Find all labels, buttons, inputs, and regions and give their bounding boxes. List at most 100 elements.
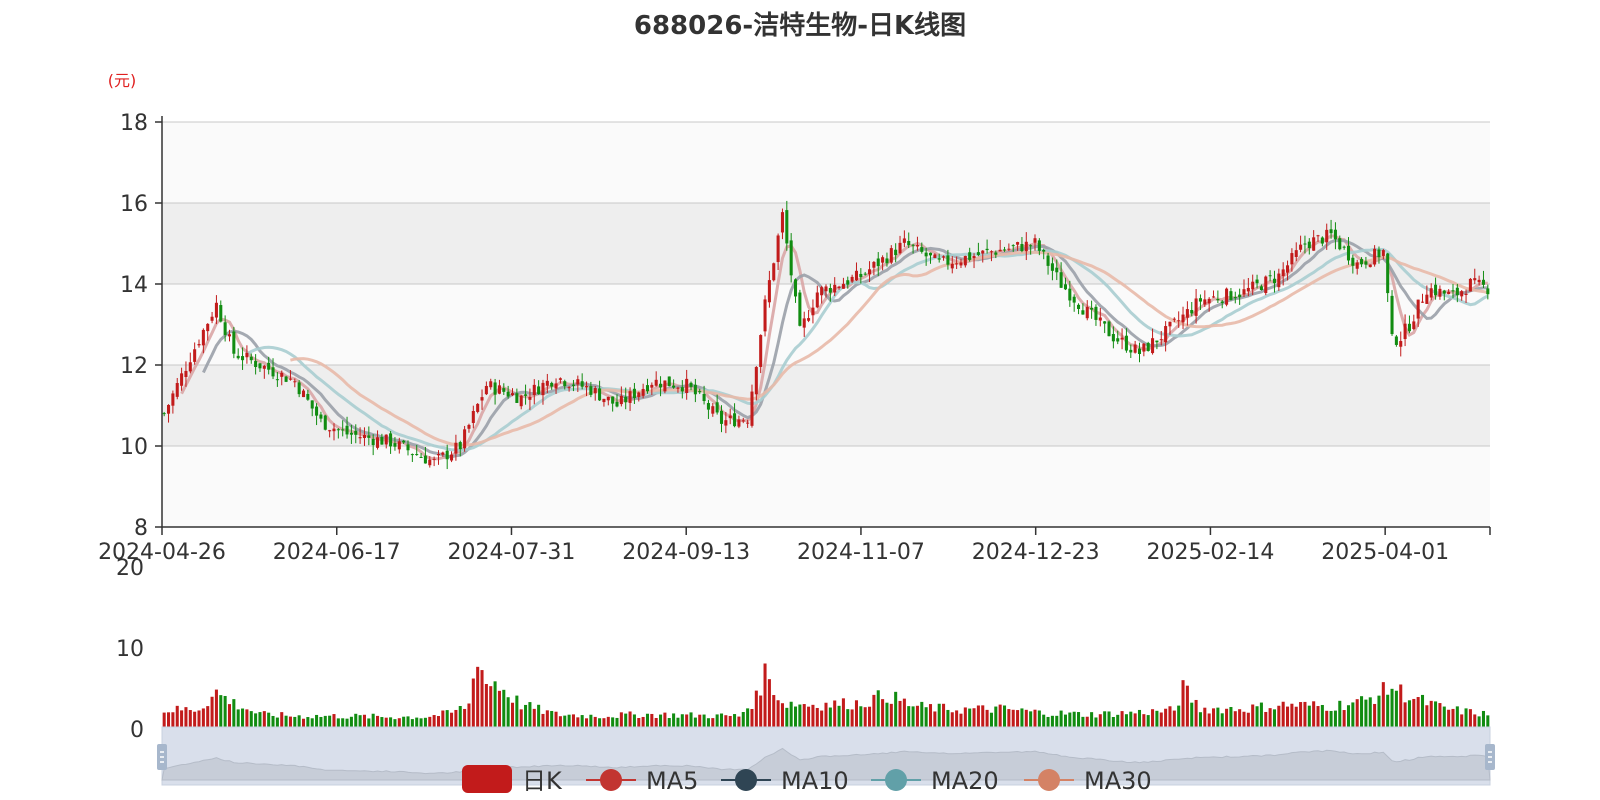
candle-body [467,424,471,429]
volume-bar [376,715,380,729]
volume-bar [724,715,728,729]
candle-body [545,380,549,386]
candle-body [463,429,467,449]
candle-body [349,432,353,435]
volume-bar [632,714,636,729]
candle-body [1294,250,1298,257]
volume-y-tick-label: 0 [130,718,144,743]
volume-bar [1094,717,1098,729]
candle-body [288,378,292,380]
candle-body [915,245,919,247]
candle-body [214,302,218,318]
candle-body [680,387,684,392]
candle-body [1312,237,1316,251]
volume-bar [894,691,898,729]
candle-body [1403,323,1407,340]
volume-bar [641,716,645,729]
volume-bar [554,711,558,729]
candle-body [1259,286,1263,291]
volume-bar [458,705,462,729]
candle-body [284,376,288,382]
volume-bar [750,709,754,729]
volume-bar [1238,709,1242,729]
candle-body [1481,279,1485,285]
volume-bar [315,714,319,729]
candle-body [989,251,993,253]
volume-bar [968,708,972,729]
candle-body [1377,249,1381,258]
legend-item-日k: 日K [462,765,563,795]
candle-body [767,280,771,303]
volume-bar [1333,710,1337,729]
candle-body [928,252,933,256]
candle-body [275,379,279,381]
candle-body [227,334,232,337]
x-tick-label: 2025-04-01 [1321,540,1449,565]
volume-bar [541,713,545,729]
candle-body [580,381,584,387]
volume-bar [868,706,872,729]
candle-body [223,322,227,335]
volume-bar [1107,711,1111,729]
candle-body [645,385,650,392]
candle-body [632,388,636,399]
volume-bar [1429,700,1433,729]
volume-bar [1124,714,1128,729]
candle-body [367,435,371,438]
volume-bar [1055,715,1059,729]
candle-body [907,241,911,246]
volume-bar [380,717,384,729]
volume-bar [524,704,528,729]
candle-body [267,362,271,370]
candle-body [1255,279,1259,284]
volume-bar [1129,711,1133,729]
datazoom-left-handle[interactable] [157,744,167,770]
volume-bar [532,708,536,729]
volume-bar [776,700,780,729]
volume-bar [1412,698,1416,729]
candle-body [550,382,554,387]
candle-body [1020,244,1024,252]
datazoom-slider[interactable] [157,726,1495,786]
volume-bar [471,678,475,729]
legend-item-ma5: MA5 [586,767,698,795]
candle-body [754,367,758,395]
volume-bar [828,707,832,729]
volume-bar [1460,714,1464,729]
candle-body [1124,335,1128,351]
candle-body [389,433,393,447]
volume-bar [824,702,828,729]
datazoom-right-handle[interactable] [1485,744,1495,770]
volume-bar [1081,716,1085,729]
candle-body [1037,240,1041,251]
volume-bar [1007,709,1011,729]
volume-bar [924,707,928,729]
volume-bar [994,706,998,729]
candle-body [772,263,776,281]
candle-body [1055,267,1059,273]
volume-bar [510,702,515,729]
volume-bar [942,703,946,729]
volume-bar [1233,711,1237,729]
volume-bar [467,703,471,729]
volume-bar [1050,715,1054,729]
candle-body [624,396,628,403]
volume-bar [1046,716,1050,729]
volume-bar [1307,705,1311,729]
candle-body [994,252,998,255]
candle-body [920,247,924,252]
volume-bar [306,717,310,729]
candle-body [933,254,937,258]
volume-bar [1194,699,1198,729]
candle-body [236,355,240,359]
candle-body [1116,338,1120,342]
candle-body [1464,293,1468,295]
candle-body [1151,338,1155,354]
candle-body [1316,235,1320,237]
volume-bar [911,706,915,729]
volume-bar [602,718,606,729]
candle-body [184,370,188,378]
candle-body [859,273,863,278]
candle-body [493,382,497,395]
candle-body [301,390,306,398]
